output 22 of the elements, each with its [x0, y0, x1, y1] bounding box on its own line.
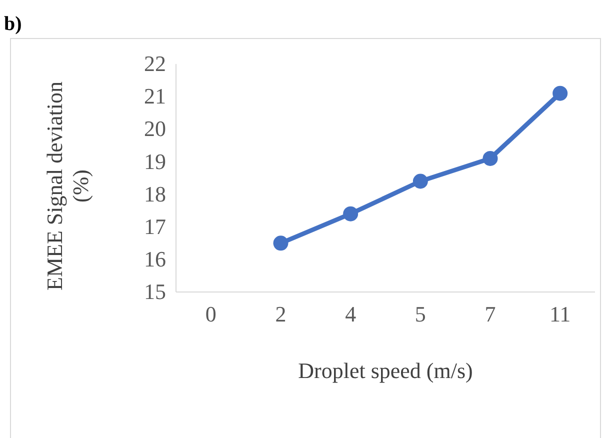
x-axis-title: Droplet speed (m/s) [298, 358, 473, 383]
x-tick-label: 0 [205, 302, 216, 327]
x-tick-label: 2 [275, 302, 286, 327]
point [273, 236, 288, 251]
x-tick-label: 5 [414, 302, 426, 327]
y-tick-label: 20 [144, 116, 166, 142]
x-tick-label: 7 [484, 302, 496, 327]
point [482, 150, 498, 166]
text: b) [4, 13, 22, 35]
y-tick-label: 17 [144, 214, 166, 239]
y-tick-label: 19 [144, 148, 166, 174]
y-axis-title: EMEE Signal deviation (%) [42, 82, 93, 290]
y-tick-label: 15 [144, 279, 166, 304]
x-tick-label: 4 [345, 302, 356, 327]
y-tick-label: 21 [144, 84, 166, 109]
y-tick-label: 18 [144, 181, 166, 206]
point [343, 206, 358, 222]
point [412, 174, 428, 189]
x-tick-label: 11 [549, 302, 571, 327]
point [552, 86, 568, 101]
y-tick-label: 16 [144, 246, 166, 272]
y-tick-label: 22 [144, 51, 166, 76]
